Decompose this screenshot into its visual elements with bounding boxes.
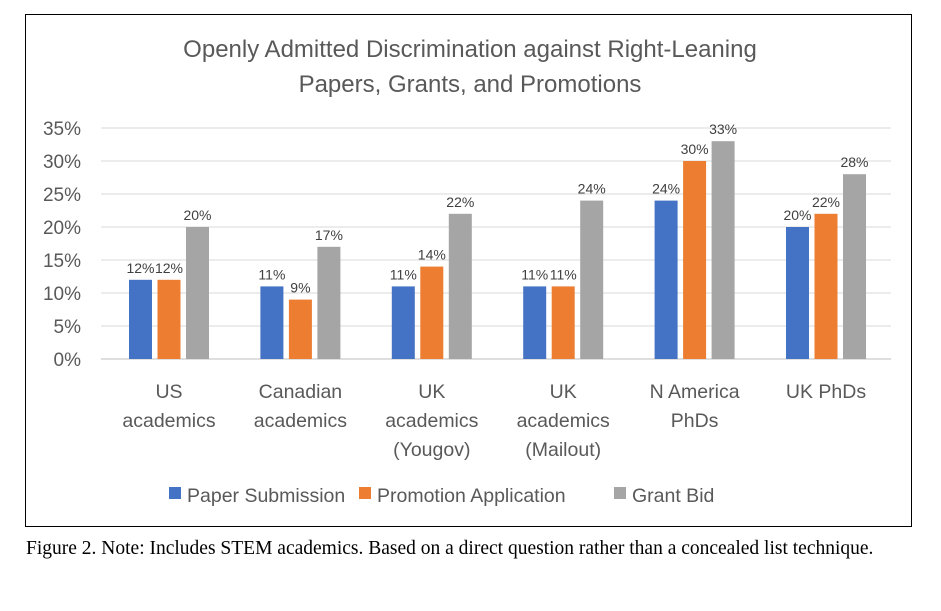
x-tick-label: academics xyxy=(385,410,478,432)
data-label: 12% xyxy=(126,260,154,276)
data-label: 11% xyxy=(521,266,548,282)
chart-title: Openly Admitted Discrimination against R… xyxy=(183,36,757,63)
y-tick-label: 30% xyxy=(43,152,81,173)
y-tick-label: 15% xyxy=(43,251,81,272)
x-tick-label: UK xyxy=(550,381,577,403)
bar-grant-bid xyxy=(448,213,472,359)
data-label: 22% xyxy=(446,194,474,210)
legend-label: Grant Bid xyxy=(632,485,714,507)
data-label: 22% xyxy=(812,194,840,210)
data-label: 17% xyxy=(315,227,343,243)
y-tick-label: 25% xyxy=(43,185,81,206)
bar-grant-bid xyxy=(843,174,866,359)
y-tick-label: 10% xyxy=(43,284,81,305)
legend-label: Paper Submission xyxy=(187,485,345,507)
x-tick-label: academics xyxy=(122,410,215,432)
data-label: 11% xyxy=(258,266,285,282)
bar-promotion-application xyxy=(683,161,707,359)
bar-paper-submission xyxy=(523,286,547,359)
x-tick-label: academics xyxy=(254,410,347,432)
bar-grant-bid xyxy=(317,246,341,359)
legend-swatch xyxy=(359,487,371,499)
x-tick-label: (Yougov) xyxy=(393,439,470,461)
data-label: 11% xyxy=(390,266,417,282)
figure-caption: Figure 2. Note: Includes STEM academics.… xyxy=(26,538,874,559)
y-tick-label: 0% xyxy=(54,350,82,371)
chart-frame: Openly Admitted Discrimination against R… xyxy=(25,14,912,527)
bar-chart: Openly Admitted Discrimination against R… xyxy=(43,36,891,507)
bar-paper-submission xyxy=(129,279,152,359)
chart-title: Papers, Grants, and Promotions xyxy=(299,71,642,98)
legend-swatch xyxy=(614,487,626,499)
legend-label: Promotion Application xyxy=(377,485,566,507)
bar-paper-submission xyxy=(260,286,284,359)
data-label: 9% xyxy=(290,280,310,296)
x-tick-label: PhDs xyxy=(671,410,719,432)
legend-swatch xyxy=(169,487,181,499)
bar-promotion-application xyxy=(288,299,312,359)
bar-paper-submission xyxy=(786,227,809,359)
x-tick-label: US xyxy=(155,381,182,403)
data-label: 28% xyxy=(840,154,868,170)
x-tick-label: (Mailout) xyxy=(525,439,601,461)
data-label: 11% xyxy=(550,266,577,282)
y-tick-label: 20% xyxy=(43,218,81,239)
bar-paper-submission xyxy=(654,200,678,359)
x-tick-label: N America xyxy=(650,381,740,403)
x-tick-label: UK xyxy=(418,381,445,403)
data-label: 30% xyxy=(681,141,709,157)
data-label: 14% xyxy=(418,247,446,263)
bar-grant-bid xyxy=(186,227,209,359)
x-tick-label: UK PhDs xyxy=(786,381,866,403)
data-label: 20% xyxy=(783,207,811,223)
data-label: 24% xyxy=(652,181,680,197)
bar-promotion-application xyxy=(420,266,444,359)
bar-grant-bid xyxy=(580,200,604,359)
x-tick-label: Canadian xyxy=(259,381,342,403)
data-label: 24% xyxy=(578,181,606,197)
y-tick-label: 5% xyxy=(54,317,82,338)
data-label: 12% xyxy=(155,260,183,276)
data-label: 33% xyxy=(709,121,737,137)
bar-promotion-application xyxy=(551,286,575,359)
x-tick-label: academics xyxy=(517,410,610,432)
bar-paper-submission xyxy=(391,286,415,359)
bar-grant-bid xyxy=(711,141,735,359)
bar-promotion-application xyxy=(814,213,838,359)
data-label: 20% xyxy=(183,207,211,223)
bar-promotion-application xyxy=(157,279,181,359)
y-tick-label: 35% xyxy=(43,119,81,140)
